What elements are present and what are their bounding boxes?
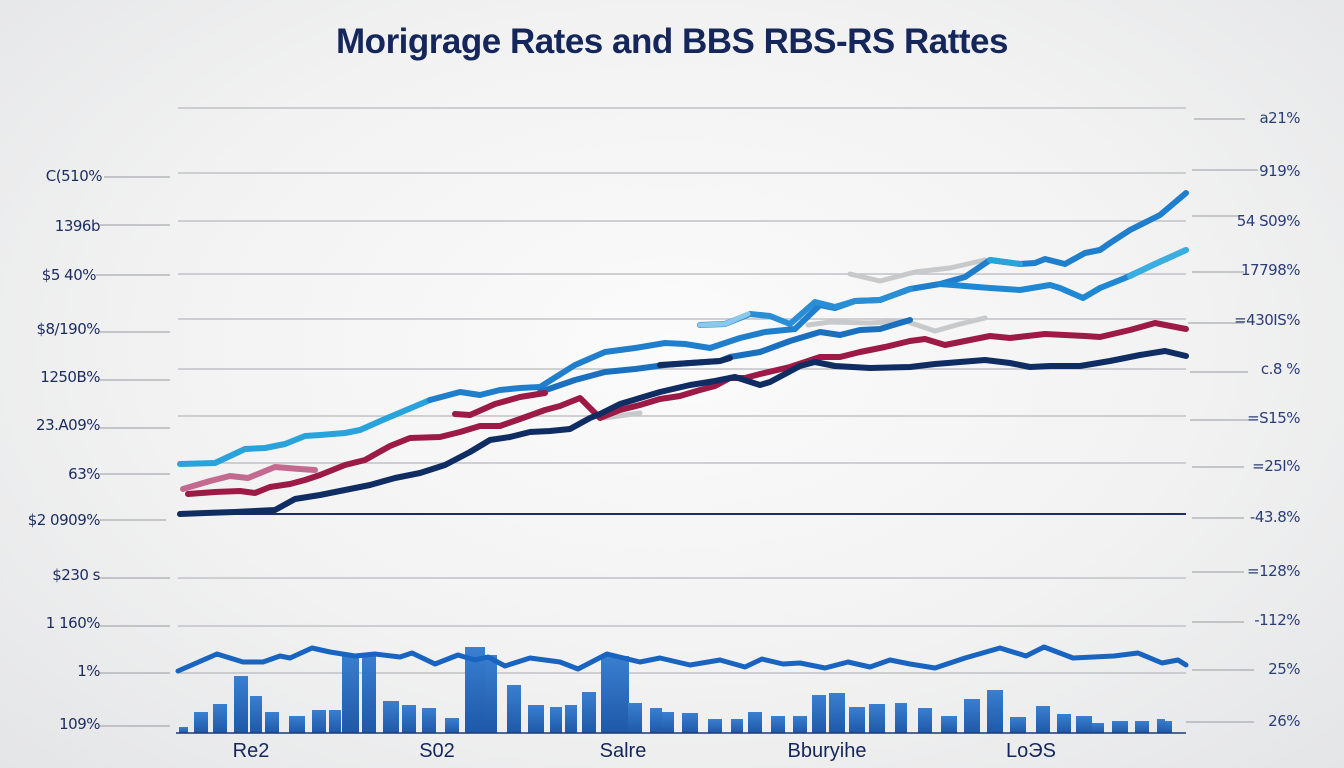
y-right-label: =430IS% (1234, 311, 1300, 329)
y-right-label: a21% (1259, 109, 1300, 127)
y-right-label: 17798% (1241, 261, 1300, 279)
y-left-label: 109% (59, 715, 100, 733)
y-right-label: c.8 % (1260, 360, 1301, 378)
y-right-label: 25% (1268, 660, 1300, 678)
y-right-label: =S15% (1247, 409, 1300, 427)
y-right-label: 54 S09% (1236, 212, 1301, 230)
y-left-label: 63% (68, 465, 100, 483)
y-left-label: 1% (77, 662, 100, 680)
volume-bars (179, 647, 1172, 733)
series-pink-line (180, 464, 318, 492)
y-left-label: C(510% (45, 167, 103, 185)
series-navy-line (177, 348, 1189, 517)
x-axis-label: Re2 (232, 740, 270, 762)
y-left-label: 1396b (54, 217, 101, 235)
x-axis-label: LoЭS (1006, 740, 1056, 762)
volume-line (175, 644, 1189, 674)
x-axis-label: S02 (419, 740, 455, 762)
y-right-label: 919% (1259, 162, 1300, 180)
x-axis-label: Salre (599, 740, 647, 762)
y-left-label: 23.A09% (36, 416, 100, 434)
y-left-label: 1250B% (40, 368, 100, 386)
series-lightblue-line (177, 397, 433, 467)
chart-title: Morigrage Rates and BBS RBS-RS Rattes (336, 22, 1008, 61)
y-right-label: 26% (1268, 712, 1300, 730)
y-right-label: -112% (1254, 611, 1300, 629)
y-right-label: -43.8% (1249, 508, 1301, 526)
y-left-label: $2 0909% (27, 511, 101, 529)
y-right-label: =128% (1247, 562, 1300, 580)
series-crimson-line (185, 320, 1189, 497)
gridlines (178, 107, 1186, 674)
series-crimson-upper-line (452, 390, 548, 418)
y-left-label: $8/190% (36, 320, 100, 338)
y-right-label: =25I% (1252, 457, 1300, 475)
x-axis-label: Bburyihe (787, 740, 867, 762)
y-left-label: $5 40% (41, 266, 97, 284)
y-left-label: 1 160% (45, 614, 101, 632)
y-left-label: $230 s (52, 566, 100, 584)
series-navy-mid-line (657, 355, 733, 368)
